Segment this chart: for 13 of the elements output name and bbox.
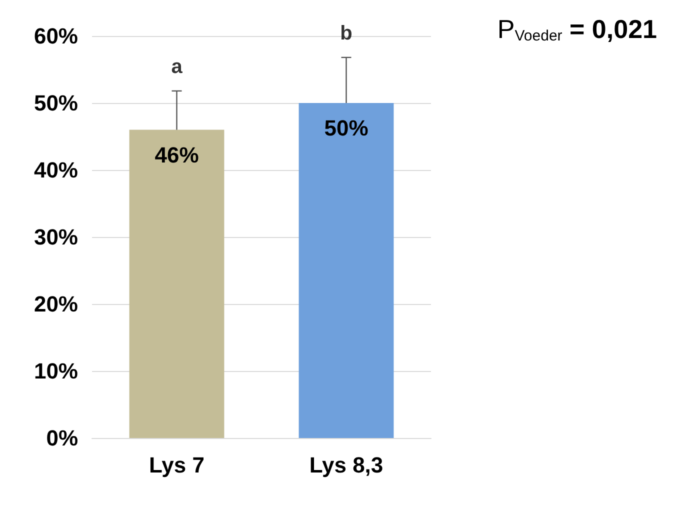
y-tick-label: 50% [34,90,78,116]
x-tick-label: Lys 7 [149,452,204,478]
data-label: 46% [154,142,199,168]
annotation: b [340,22,352,44]
annotation: a [171,56,184,78]
y-tick-label: 0% [46,426,78,450]
y-tick-label: 60% [34,24,78,48]
y-tick-label: 20% [34,292,78,316]
y-tick-label: 30% [34,224,78,250]
data-label: 50% [324,116,368,140]
y-tick-label: 10% [34,358,78,384]
x-tick-label: Lys 8,3 [309,452,384,478]
y-tick-label: 40% [34,158,78,182]
